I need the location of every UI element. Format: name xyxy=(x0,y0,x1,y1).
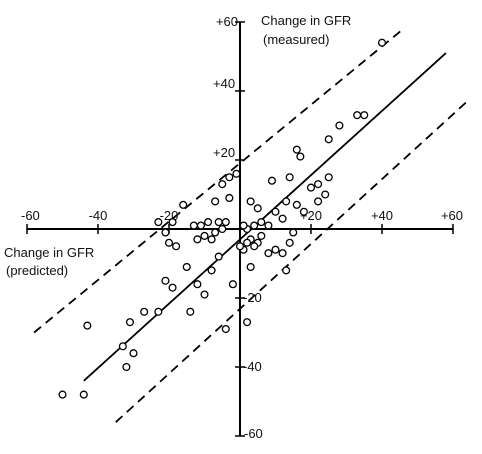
data-point xyxy=(122,362,131,372)
data-point xyxy=(154,218,163,227)
data-point xyxy=(196,221,206,230)
data-point xyxy=(257,231,266,240)
data-point xyxy=(292,200,301,209)
data-point xyxy=(306,183,316,192)
y-tick-label: -40 xyxy=(243,359,262,374)
data-point xyxy=(257,218,266,227)
upper-limit-line xyxy=(33,28,404,334)
x-tick-label: +40 xyxy=(371,208,393,223)
data-point xyxy=(264,249,273,258)
lower-limit-line xyxy=(115,100,468,423)
data-point xyxy=(324,173,333,182)
data-point xyxy=(314,180,323,189)
data-point xyxy=(296,152,305,161)
data-point xyxy=(271,245,280,254)
identity-line xyxy=(83,52,447,382)
data-point xyxy=(200,290,209,299)
data-point xyxy=(377,38,387,47)
data-point xyxy=(200,231,209,240)
data-point xyxy=(285,238,294,247)
data-point xyxy=(299,207,308,216)
data-point xyxy=(164,238,174,247)
data-point xyxy=(235,242,245,251)
data-point xyxy=(189,221,198,230)
x-tick-label: -40 xyxy=(89,208,108,223)
data-point xyxy=(264,221,273,230)
data-point xyxy=(243,318,252,327)
x-tick-label: +60 xyxy=(441,208,463,223)
data-point xyxy=(172,242,181,251)
data-point xyxy=(221,218,230,227)
data-point xyxy=(228,280,237,289)
data-point xyxy=(211,228,220,237)
data-point xyxy=(246,197,255,206)
data-point xyxy=(253,204,262,213)
data-point xyxy=(211,197,220,206)
data-point xyxy=(282,266,291,275)
data-point xyxy=(232,169,241,178)
data-point xyxy=(154,307,163,316)
data-point xyxy=(193,235,202,244)
y-axis-label-line-2: (measured) xyxy=(263,32,329,47)
data-point xyxy=(83,321,92,330)
data-point xyxy=(289,228,298,237)
data-point xyxy=(207,266,216,275)
y-tick-label: +20 xyxy=(213,145,235,160)
data-point xyxy=(314,197,323,206)
x-axis-label-line-1: Change in GFR xyxy=(4,245,94,260)
data-point xyxy=(271,207,280,216)
data-point xyxy=(168,218,177,227)
data-point xyxy=(353,111,362,120)
data-point xyxy=(179,200,188,209)
data-point xyxy=(129,349,138,358)
data-point xyxy=(360,111,369,120)
data-point xyxy=(125,318,134,327)
data-point xyxy=(250,221,259,230)
data-point xyxy=(335,121,344,130)
data-point xyxy=(161,276,170,285)
data-point xyxy=(250,242,259,251)
data-point xyxy=(324,135,333,144)
data-point xyxy=(225,173,234,182)
data-point xyxy=(218,180,227,189)
y-tick-label: -20 xyxy=(243,290,262,305)
data-point xyxy=(58,390,67,399)
data-point xyxy=(186,307,195,316)
data-point xyxy=(214,218,223,227)
y-axis-label-line-1: Change in GFR xyxy=(261,13,351,28)
data-point xyxy=(321,190,330,199)
data-point xyxy=(285,173,294,182)
data-point xyxy=(193,280,202,289)
data-point xyxy=(246,262,255,272)
data-point xyxy=(278,249,287,258)
data-point xyxy=(182,262,191,272)
data-point xyxy=(282,197,291,206)
x-tick-label: -60 xyxy=(21,208,40,223)
data-point xyxy=(267,176,277,185)
data-point xyxy=(292,145,301,154)
x-axis-label-line-2: (predicted) xyxy=(6,263,68,278)
data-point xyxy=(239,221,248,230)
data-point xyxy=(161,228,170,237)
y-tick-label: -60 xyxy=(244,426,263,441)
data-point xyxy=(214,252,223,261)
data-point xyxy=(278,214,287,223)
data-point xyxy=(140,307,149,316)
data-point xyxy=(79,390,88,399)
data-point xyxy=(118,342,127,351)
data-point xyxy=(207,235,216,244)
data-point xyxy=(204,218,213,227)
y-tick-label: +40 xyxy=(213,76,235,91)
data-point xyxy=(221,324,230,334)
y-tick-label: +60 xyxy=(216,14,238,29)
reference-lines xyxy=(33,28,468,423)
data-point xyxy=(225,193,234,203)
data-point xyxy=(243,238,252,247)
data-point xyxy=(218,224,227,234)
data-points xyxy=(58,38,387,399)
data-point xyxy=(168,283,177,292)
